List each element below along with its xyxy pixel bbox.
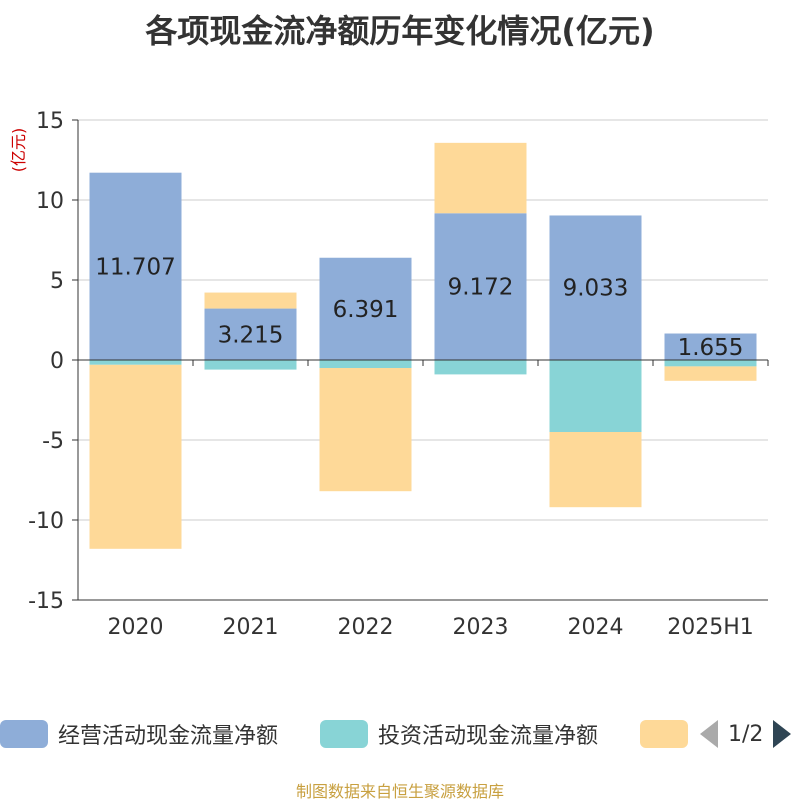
legend-next-arrow-icon[interactable] [773, 720, 792, 748]
chart-title: 各项现金流净额历年变化情况(亿元) [145, 12, 655, 50]
bar-series2-2024[interactable] [549, 432, 642, 508]
data-label-2021: 3.215 [218, 322, 284, 348]
bar-series0-2022[interactable] [319, 257, 412, 360]
bar-series1-2024[interactable] [549, 360, 642, 432]
x-tick-label-2021: 2021 [223, 615, 279, 640]
bar-series1-2025H1[interactable] [664, 360, 757, 367]
x-tick-label-2024: 2024 [568, 615, 624, 640]
bar-series2-2022[interactable] [319, 368, 412, 492]
y-unit-label: (亿元) [9, 128, 28, 173]
data-label-2024: 9.033 [563, 276, 629, 302]
bar-series1-2020[interactable] [89, 360, 182, 365]
data-label-2020: 11.707 [95, 254, 175, 280]
legend-page-indicator: 1/2 [728, 721, 764, 747]
bar-series0-2024[interactable] [549, 215, 642, 360]
axis-layer: 15 10 5 0 -5 -10 -15 2020 2021 2022 2023 2024 2025H1 [28, 109, 769, 640]
legend-item-operating[interactable]: 经营活动现金流量净额 [0, 712, 278, 756]
source-note: 制图数据来自恒生聚源数据库 [295, 782, 504, 801]
bar-series0-2020[interactable] [89, 172, 182, 360]
y-tick-label: 0 [50, 349, 64, 374]
y-tick-label: 15 [36, 109, 64, 134]
x-tick-label-2022: 2022 [338, 615, 394, 640]
x-tick-label-2020: 2020 [108, 615, 164, 640]
legend-item-financing[interactable] [640, 712, 698, 756]
legend-prev-arrow-icon[interactable] [700, 720, 718, 748]
legend-item-investing[interactable]: 投资活动现金流量净额 [320, 712, 598, 756]
legend-pager: 1/2 [700, 712, 792, 756]
bar-layer [89, 142, 757, 549]
y-tick-label: 5 [50, 269, 64, 294]
bar-series0-2021[interactable] [204, 308, 297, 360]
x-tick-label-2023: 2023 [453, 615, 509, 640]
legend-swatch-investing [320, 720, 368, 748]
bar-series1-2023[interactable] [434, 360, 527, 375]
bar-series1-2022[interactable] [319, 360, 412, 368]
bar-series1-2021[interactable] [204, 360, 297, 370]
legend-label-operating: 经营活动现金流量净额 [58, 724, 279, 749]
bar-series0-2023[interactable] [434, 213, 527, 360]
bar-series2-2021[interactable] [204, 292, 297, 309]
bar-series2-2023[interactable] [434, 142, 527, 214]
legend-label-investing: 投资活动现金流量净额 [378, 724, 599, 749]
y-tick-label: -10 [28, 509, 64, 534]
data-label-2023: 9.172 [448, 275, 514, 301]
label-layer: 11.707 3.215 6.391 9.172 9.033 1.655 [95, 254, 743, 360]
legend: 经营活动现金流量净额 投资活动现金流量净额 1/2 [0, 712, 800, 756]
bar-series0-2025H1[interactable] [664, 333, 757, 360]
y-tick-label: -15 [28, 589, 64, 614]
bar-series2-2020[interactable] [89, 364, 182, 549]
y-tick-label: 10 [36, 189, 64, 214]
y-tick-label: -5 [42, 429, 64, 454]
bar-series2-2025H1[interactable] [664, 366, 757, 381]
data-label-2022: 6.391 [333, 297, 399, 323]
legend-swatch-financing [640, 720, 688, 748]
x-tick-label-2025H1: 2025H1 [667, 615, 754, 640]
legend-swatch-operating [0, 720, 48, 748]
data-label-2025H1: 1.655 [678, 335, 744, 361]
